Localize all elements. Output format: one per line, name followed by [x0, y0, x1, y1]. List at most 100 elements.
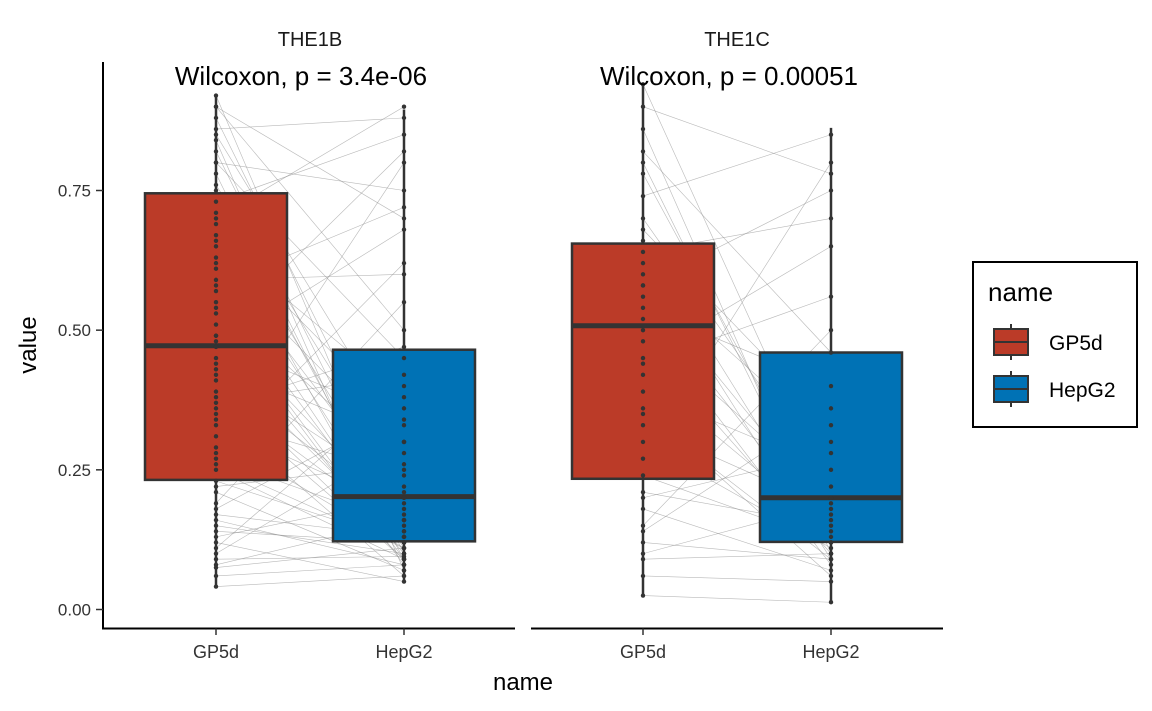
data-point	[640, 495, 646, 500]
data-point	[213, 540, 219, 545]
data-point	[828, 557, 834, 562]
data-point	[401, 517, 407, 523]
pair-line	[215, 564, 405, 577]
data-point	[401, 327, 407, 333]
data-point	[640, 439, 646, 445]
data-point	[213, 517, 219, 523]
pair-line	[215, 162, 405, 191]
data-point	[828, 294, 834, 299]
x-tick-label: HepG2	[375, 642, 432, 662]
data-point	[213, 188, 219, 193]
data-point	[213, 512, 219, 517]
data-point	[640, 260, 646, 266]
data-point	[213, 210, 219, 216]
data-point	[828, 506, 834, 512]
data-point	[213, 355, 219, 361]
data-point	[213, 389, 219, 394]
data-point	[213, 456, 219, 461]
data-point	[213, 434, 219, 439]
data-point	[640, 249, 646, 255]
data-point	[828, 171, 834, 176]
data-point	[213, 557, 219, 562]
data-point	[213, 462, 219, 467]
data-point	[213, 216, 219, 221]
data-point	[401, 484, 407, 489]
data-point	[213, 322, 219, 327]
pair-line	[215, 556, 405, 560]
data-point	[640, 422, 646, 428]
data-point	[640, 406, 646, 411]
data-point	[401, 462, 407, 467]
data-point	[828, 573, 834, 579]
x-tick-label: HepG2	[802, 642, 859, 662]
data-point	[401, 523, 407, 528]
data-point	[213, 445, 219, 450]
y-tick-label: 0.00	[58, 601, 91, 620]
data-point	[401, 355, 407, 361]
data-point	[401, 115, 407, 121]
data-point	[828, 512, 834, 517]
data-point	[401, 160, 407, 165]
data-point	[213, 484, 219, 489]
data-point	[640, 506, 646, 512]
data-point	[828, 495, 834, 500]
data-point	[213, 171, 219, 176]
legend-label-hepg2: HepG2	[1049, 379, 1116, 402]
data-point	[828, 523, 834, 528]
data-point	[213, 489, 219, 495]
data-point	[213, 545, 219, 551]
data-point	[401, 422, 407, 428]
legend-label-gp5d: GP5d	[1049, 332, 1103, 355]
data-point	[640, 473, 646, 478]
pair-line	[642, 595, 832, 603]
pair-line	[215, 542, 405, 582]
pair-line	[642, 508, 832, 571]
data-point	[640, 355, 646, 361]
data-point	[828, 579, 834, 584]
strip-label-the1c: THE1C	[704, 29, 770, 51]
data-point	[213, 339, 219, 344]
data-point	[401, 489, 407, 495]
data-point	[213, 529, 219, 534]
data-point	[828, 383, 834, 389]
data-point	[401, 473, 407, 478]
data-point	[640, 272, 646, 277]
data-point	[213, 344, 219, 350]
data-point	[213, 266, 219, 271]
data-point	[640, 193, 646, 199]
data-point	[401, 534, 407, 540]
data-point	[401, 501, 407, 506]
data-point	[213, 132, 219, 137]
pair-line	[642, 553, 832, 560]
data-point	[828, 188, 834, 193]
data-point	[828, 439, 834, 445]
data-point	[213, 238, 219, 243]
data-point	[213, 411, 219, 417]
data-point	[640, 456, 646, 461]
data-point	[640, 160, 646, 165]
x-tick-label: GP5d	[193, 642, 239, 662]
data-point	[401, 344, 407, 350]
data-point	[640, 104, 646, 109]
data-point	[213, 182, 219, 188]
data-point	[401, 540, 407, 545]
data-point	[213, 478, 219, 484]
data-point	[640, 339, 646, 344]
data-point	[213, 221, 219, 227]
data-point	[828, 244, 834, 249]
data-point	[401, 383, 407, 389]
x-tick-label: GP5d	[620, 642, 666, 662]
data-point	[401, 512, 407, 517]
data-point	[640, 411, 646, 417]
data-point	[213, 422, 219, 428]
data-point	[401, 417, 407, 422]
data-point	[213, 126, 219, 132]
data-point	[640, 361, 646, 366]
data-point	[401, 551, 407, 556]
x-axis-title: name	[493, 669, 553, 696]
data-point	[640, 316, 646, 322]
data-point	[828, 132, 834, 137]
pair-line	[215, 575, 405, 587]
data-point	[401, 300, 407, 305]
data-point	[828, 568, 834, 573]
